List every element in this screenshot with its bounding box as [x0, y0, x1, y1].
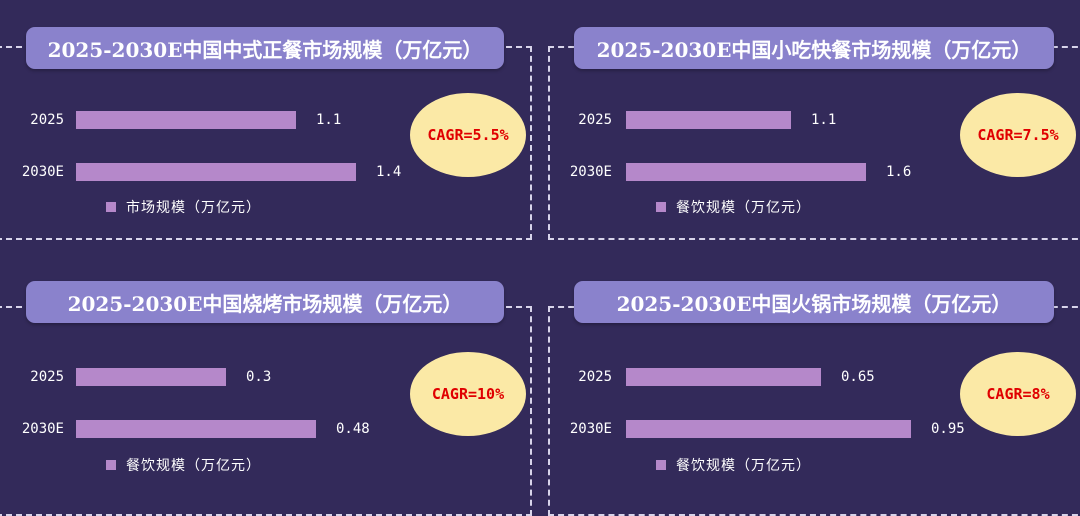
category-label: 2030E: [21, 164, 64, 180]
category-label: 2030E: [21, 421, 64, 437]
data-label: 0.65: [841, 369, 875, 385]
data-label: 1.4: [376, 164, 402, 180]
legend-swatch: [656, 202, 666, 212]
legend: 餐饮规模（万亿元）: [106, 455, 261, 475]
legend-swatch: [106, 460, 116, 470]
bar: [626, 163, 866, 181]
legend-label: 餐饮规模（万亿元）: [676, 458, 811, 474]
legend-swatch: [106, 202, 116, 212]
chart-title: 2025-2030E中国烧烤市场规模（万亿元）: [26, 281, 504, 323]
data-label: 1.1: [811, 112, 837, 128]
legend-label: 餐饮规模（万亿元）: [126, 458, 261, 474]
data-label: 1.1: [316, 112, 342, 128]
cagr-badge: CAGR=7.5%: [960, 93, 1076, 177]
bar: [626, 368, 821, 386]
legend: 市场规模（万亿元）: [106, 197, 261, 217]
legend-label: 餐饮规模（万亿元）: [676, 200, 811, 216]
cagr-badge: CAGR=10%: [410, 352, 526, 436]
bar: [76, 420, 316, 438]
category-label: 2025: [30, 369, 64, 385]
legend: 餐饮规模（万亿元）: [656, 197, 811, 217]
data-label: 1.6: [886, 164, 912, 180]
bar: [76, 368, 226, 386]
data-label: 0.95: [931, 421, 965, 437]
bar: [76, 163, 356, 181]
bar: [626, 111, 791, 129]
data-label: 0.48: [336, 421, 370, 437]
bar: [76, 111, 296, 129]
legend-swatch: [656, 460, 666, 470]
category-label: 2025: [578, 369, 612, 385]
category-label: 2030E: [569, 164, 612, 180]
category-label: 2025: [30, 112, 64, 128]
chart-title: 2025-2030E中国小吃快餐市场规模（万亿元）: [574, 27, 1054, 69]
cagr-badge: CAGR=8%: [960, 352, 1076, 436]
chart-title: 2025-2030E中国火锅市场规模（万亿元）: [574, 281, 1054, 323]
bar: [626, 420, 911, 438]
legend: 餐饮规模（万亿元）: [656, 455, 811, 475]
chart-title: 2025-2030E中国中式正餐市场规模（万亿元）: [26, 27, 504, 69]
legend-label: 市场规模（万亿元）: [126, 200, 261, 216]
data-label: 0.3: [246, 369, 272, 385]
category-label: 2025: [578, 112, 612, 128]
cagr-badge: CAGR=5.5%: [410, 93, 526, 177]
category-label: 2030E: [569, 421, 612, 437]
